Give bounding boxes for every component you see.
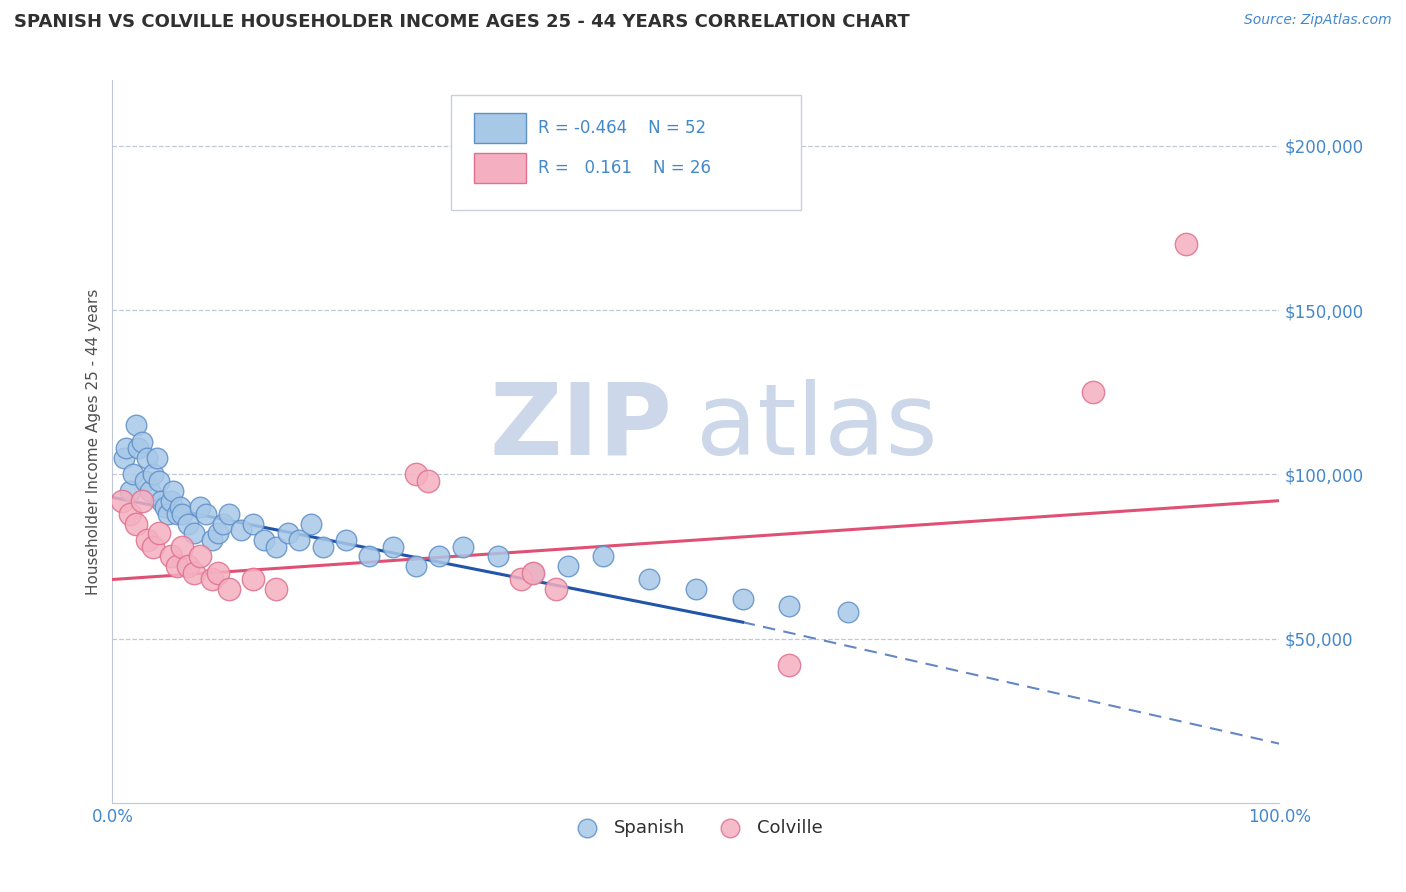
Point [557, 559, 579, 574]
Point [146, 450, 169, 465]
Point [111, 493, 134, 508]
Point [427, 549, 450, 564]
Point [335, 533, 357, 547]
Point [188, 500, 211, 515]
Point [118, 507, 141, 521]
Point [1175, 237, 1198, 252]
Point [136, 533, 159, 547]
Point [242, 516, 264, 531]
Point [522, 566, 544, 580]
FancyBboxPatch shape [451, 95, 801, 211]
Point [131, 493, 153, 508]
Point [150, 493, 173, 508]
Point [381, 540, 404, 554]
Point [118, 483, 141, 498]
Point [127, 441, 149, 455]
Point [359, 549, 381, 564]
Point [253, 533, 276, 547]
Point [509, 573, 531, 587]
Point [486, 549, 509, 564]
Point [172, 540, 194, 554]
Point [134, 474, 156, 488]
Point [264, 540, 287, 554]
Point [162, 483, 184, 498]
Point [194, 507, 217, 521]
Legend: Spanish, Colville: Spanish, Colville [561, 812, 831, 845]
Point [115, 441, 138, 455]
Point [153, 500, 176, 515]
Point [136, 450, 159, 465]
Point [242, 573, 264, 587]
Point [148, 526, 170, 541]
Point [405, 559, 427, 574]
Text: atlas: atlas [696, 378, 938, 475]
Point [183, 566, 205, 580]
Point [778, 657, 800, 672]
FancyBboxPatch shape [474, 153, 526, 183]
Point [288, 533, 311, 547]
Point [218, 507, 240, 521]
Point [311, 540, 333, 554]
Point [177, 559, 200, 574]
Point [122, 467, 145, 482]
Text: ZIP: ZIP [489, 378, 672, 475]
Point [112, 450, 135, 465]
Point [207, 566, 229, 580]
Point [177, 516, 200, 531]
Point [451, 540, 474, 554]
Point [264, 582, 287, 597]
FancyBboxPatch shape [474, 112, 526, 143]
Point [157, 507, 180, 521]
Point [169, 500, 191, 515]
Point [201, 573, 224, 587]
Point [299, 516, 322, 531]
Point [405, 467, 427, 482]
Point [125, 418, 148, 433]
Point [778, 599, 800, 613]
Point [142, 467, 165, 482]
Point [183, 526, 205, 541]
Point [188, 549, 211, 564]
Point [166, 507, 188, 521]
Point [592, 549, 614, 564]
Text: R = -0.464    N = 52: R = -0.464 N = 52 [538, 119, 707, 137]
Point [166, 559, 188, 574]
Point [638, 573, 661, 587]
Point [1081, 385, 1104, 400]
Text: R =   0.161    N = 26: R = 0.161 N = 26 [538, 159, 711, 177]
Point [276, 526, 298, 541]
Point [125, 516, 148, 531]
Point [160, 493, 183, 508]
Point [731, 592, 754, 607]
Y-axis label: Householder Income Ages 25 - 44 years: Householder Income Ages 25 - 44 years [86, 288, 101, 595]
Point [544, 582, 567, 597]
Point [685, 582, 707, 597]
Point [148, 474, 170, 488]
Point [139, 483, 162, 498]
Point [229, 523, 252, 537]
Point [172, 507, 194, 521]
Point [201, 533, 224, 547]
Point [207, 526, 229, 541]
Point [131, 434, 153, 449]
Text: SPANISH VS COLVILLE HOUSEHOLDER INCOME AGES 25 - 44 YEARS CORRELATION CHART: SPANISH VS COLVILLE HOUSEHOLDER INCOME A… [14, 13, 910, 31]
Point [160, 549, 183, 564]
Point [416, 474, 439, 488]
Text: Source: ZipAtlas.com: Source: ZipAtlas.com [1244, 13, 1392, 28]
Point [142, 540, 165, 554]
Point [837, 605, 859, 619]
Point [212, 516, 235, 531]
Point [522, 566, 544, 580]
Point [218, 582, 240, 597]
